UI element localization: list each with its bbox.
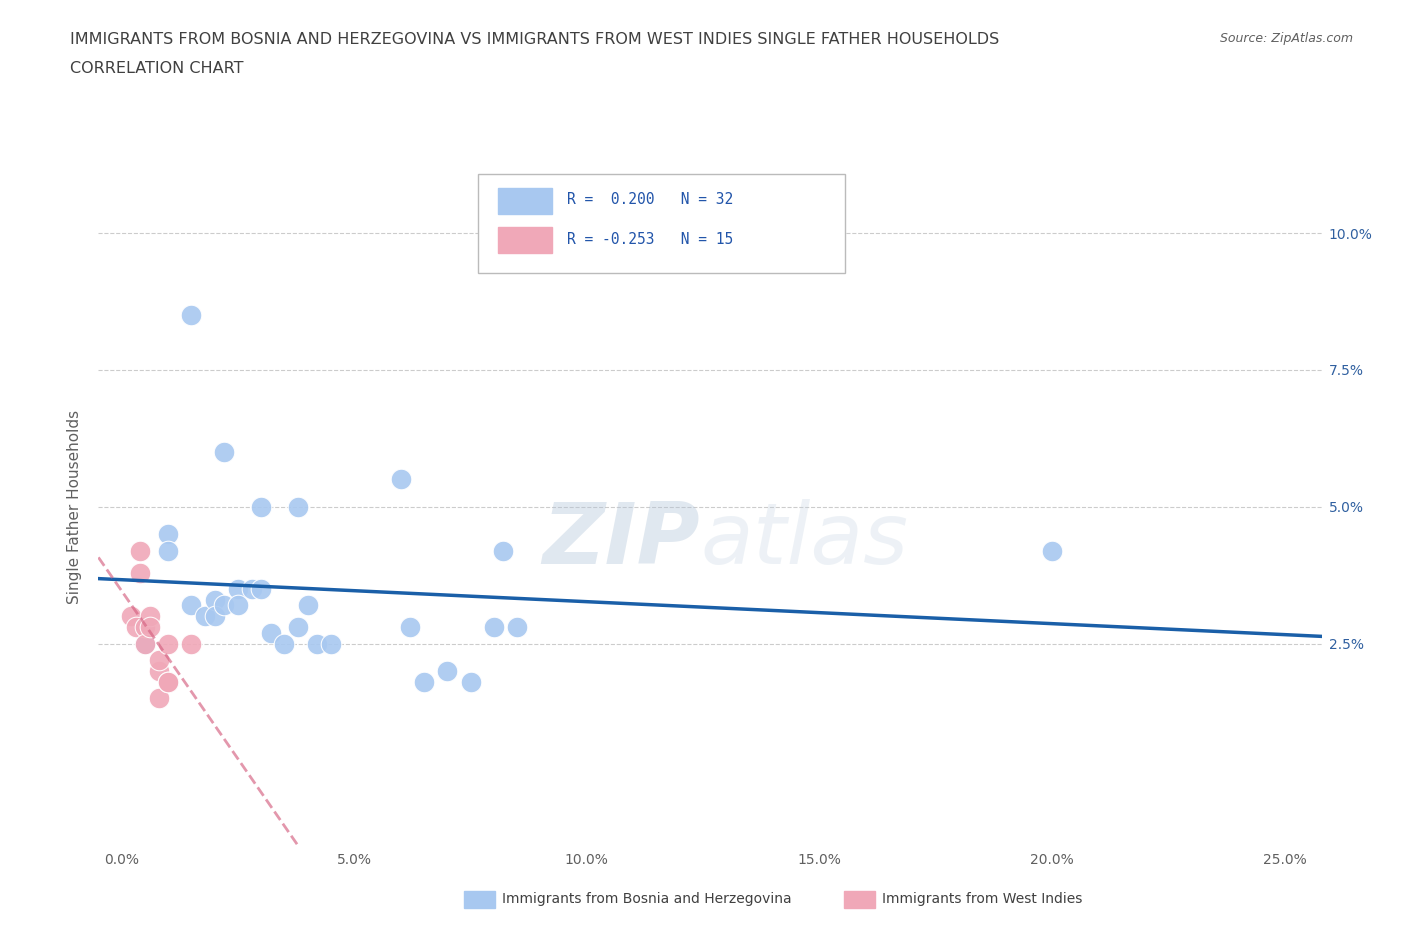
Point xyxy=(297,598,319,613)
Point xyxy=(157,636,180,651)
Point xyxy=(120,609,142,624)
Point xyxy=(413,674,436,689)
Point xyxy=(180,308,202,323)
Point xyxy=(194,609,217,624)
Point xyxy=(180,598,202,613)
Text: R = -0.253   N = 15: R = -0.253 N = 15 xyxy=(567,232,733,246)
Point xyxy=(273,636,295,651)
Point xyxy=(180,636,202,651)
Point xyxy=(157,526,180,541)
Point xyxy=(506,620,529,635)
Point xyxy=(212,445,235,459)
Point xyxy=(157,543,180,558)
Text: Immigrants from West Indies: Immigrants from West Indies xyxy=(882,892,1083,907)
Point xyxy=(250,499,273,514)
Text: atlas: atlas xyxy=(700,499,908,582)
Point xyxy=(124,620,146,635)
Point xyxy=(250,581,273,596)
Point xyxy=(138,609,160,624)
Point xyxy=(134,636,156,651)
Bar xyxy=(498,227,553,253)
Point xyxy=(460,674,482,689)
Point xyxy=(148,653,170,668)
Point xyxy=(204,609,226,624)
Point xyxy=(129,565,152,580)
Point xyxy=(138,620,160,635)
Point xyxy=(157,674,180,689)
Text: Immigrants from Bosnia and Herzegovina: Immigrants from Bosnia and Herzegovina xyxy=(502,892,792,907)
Point xyxy=(259,625,281,640)
Point xyxy=(148,664,170,679)
Point xyxy=(226,598,249,613)
Point xyxy=(134,620,156,635)
Point xyxy=(305,636,328,651)
Point xyxy=(1040,543,1063,558)
Point xyxy=(482,620,505,635)
Point xyxy=(204,592,226,607)
Point xyxy=(157,674,180,689)
Point xyxy=(492,543,515,558)
Y-axis label: Single Father Households: Single Father Households xyxy=(67,410,83,604)
Text: Source: ZipAtlas.com: Source: ZipAtlas.com xyxy=(1219,32,1353,45)
Text: ZIP: ZIP xyxy=(543,499,700,582)
Point xyxy=(287,620,309,635)
Point xyxy=(148,691,170,706)
Point xyxy=(436,664,458,679)
Point xyxy=(212,598,235,613)
Point xyxy=(287,499,309,514)
Bar xyxy=(498,188,553,214)
Point xyxy=(389,472,412,487)
Text: IMMIGRANTS FROM BOSNIA AND HERZEGOVINA VS IMMIGRANTS FROM WEST INDIES SINGLE FAT: IMMIGRANTS FROM BOSNIA AND HERZEGOVINA V… xyxy=(70,32,1000,46)
Point xyxy=(226,581,249,596)
Point xyxy=(134,636,156,651)
Point xyxy=(319,636,342,651)
Point xyxy=(134,620,156,635)
Text: R =  0.200   N = 32: R = 0.200 N = 32 xyxy=(567,193,733,207)
FancyBboxPatch shape xyxy=(478,174,845,272)
Text: CORRELATION CHART: CORRELATION CHART xyxy=(70,61,243,76)
Point xyxy=(129,543,152,558)
Point xyxy=(240,581,263,596)
Point xyxy=(399,620,422,635)
